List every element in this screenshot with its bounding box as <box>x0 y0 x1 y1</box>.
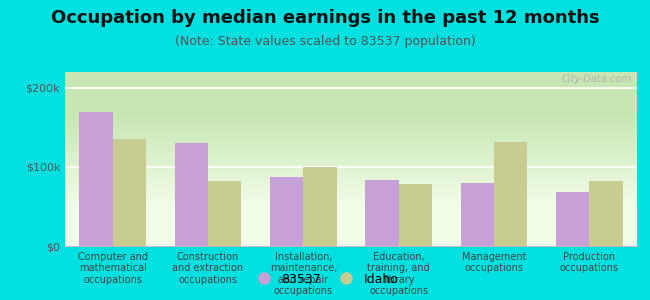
Bar <box>175 143 208 246</box>
Text: (Note: State values scaled to 83537 population): (Note: State values scaled to 83537 popu… <box>175 34 475 47</box>
Text: Occupation by median earnings in the past 12 months: Occupation by median earnings in the pas… <box>51 9 599 27</box>
Bar <box>494 142 527 246</box>
Bar <box>461 183 494 246</box>
Bar <box>79 112 112 246</box>
Bar <box>398 184 432 246</box>
Bar <box>304 167 337 246</box>
Bar <box>556 192 590 246</box>
Text: City-Data.com: City-Data.com <box>562 74 631 84</box>
Bar <box>270 177 304 246</box>
Legend: 83537, Idaho: 83537, Idaho <box>246 268 404 291</box>
Bar <box>208 181 241 246</box>
Bar <box>365 180 398 246</box>
Bar <box>112 139 146 246</box>
Bar <box>590 181 623 246</box>
